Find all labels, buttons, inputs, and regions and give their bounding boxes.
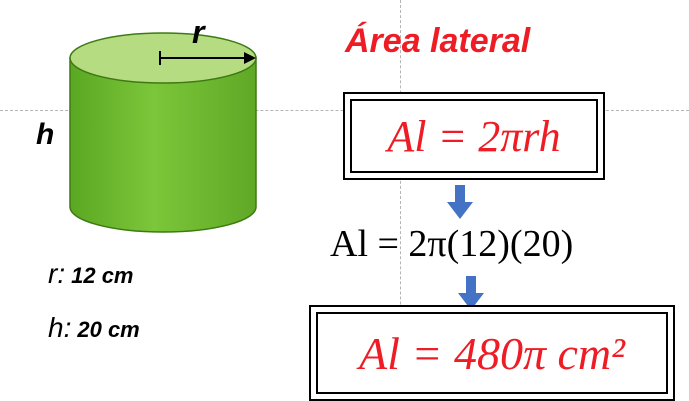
radius-amount: 12 cm bbox=[71, 263, 134, 288]
down-arrow-icon bbox=[447, 185, 473, 219]
page-title: Área lateral bbox=[345, 22, 531, 60]
general-formula-box: Al = 2πrh bbox=[343, 92, 605, 180]
substitution-formula: Al = 2π(12)(20) bbox=[330, 223, 574, 265]
height-amount: 20 cm bbox=[77, 317, 140, 342]
cylinder-body bbox=[69, 57, 257, 233]
result-formula: Al = 480π cm² bbox=[316, 312, 668, 394]
down-arrow-icon bbox=[458, 276, 484, 310]
radius-label: r bbox=[192, 14, 205, 50]
general-formula: Al = 2πrh bbox=[350, 99, 598, 173]
vertical-guide-line bbox=[400, 0, 401, 400]
radius-arrowhead bbox=[244, 52, 256, 64]
height-label: h bbox=[36, 118, 55, 151]
result-formula-box: Al = 480π cm² bbox=[309, 305, 675, 401]
radius-key: r: bbox=[48, 258, 66, 289]
radius-value: r: 12 cm bbox=[48, 258, 134, 290]
height-key: h: bbox=[48, 312, 72, 343]
cylinder-figure bbox=[69, 32, 257, 233]
height-value: h: 20 cm bbox=[48, 312, 140, 344]
